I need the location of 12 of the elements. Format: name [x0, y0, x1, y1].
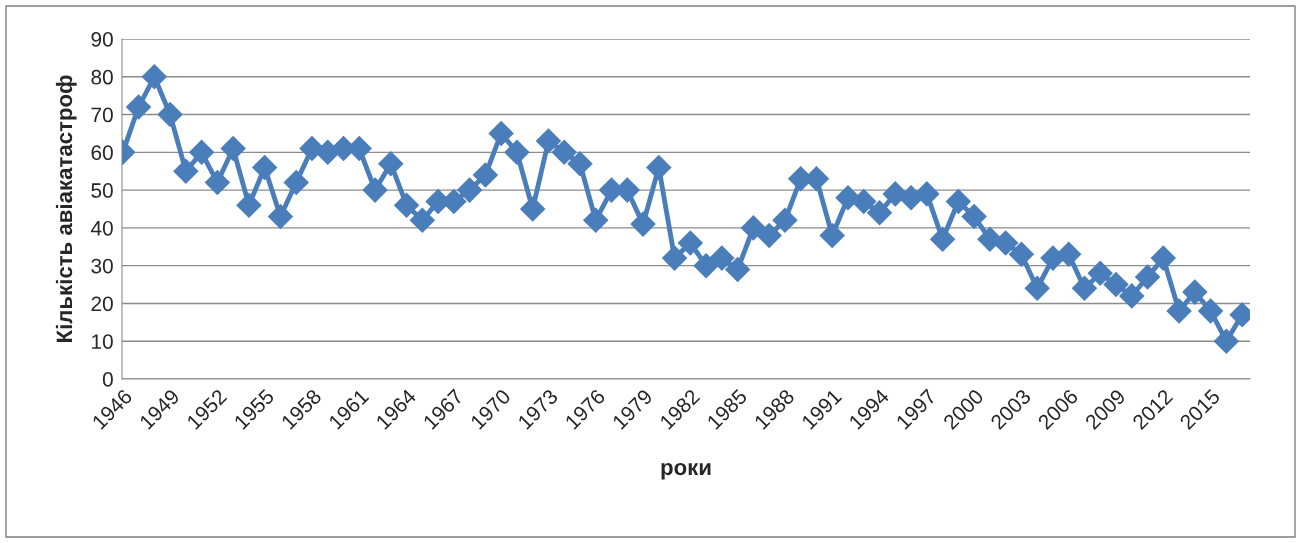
y-tick-label: 30: [91, 258, 113, 274]
y-tick-label: 60: [91, 145, 113, 161]
y-tick-label: 20: [91, 296, 113, 312]
y-tick-label: 40: [90, 220, 113, 236]
x-axis-title: роки: [661, 462, 711, 480]
y-tick-label: 10: [92, 334, 113, 349]
y-tick-label: 70: [91, 107, 113, 123]
y-axis-title: Кількість авіакатастроф: [55, 75, 77, 342]
y-tick-label: 0: [102, 372, 113, 387]
y-tick-label: 90: [91, 32, 113, 47]
y-tick-label: 80: [91, 69, 113, 85]
y-tick-label: 50: [91, 183, 113, 198]
